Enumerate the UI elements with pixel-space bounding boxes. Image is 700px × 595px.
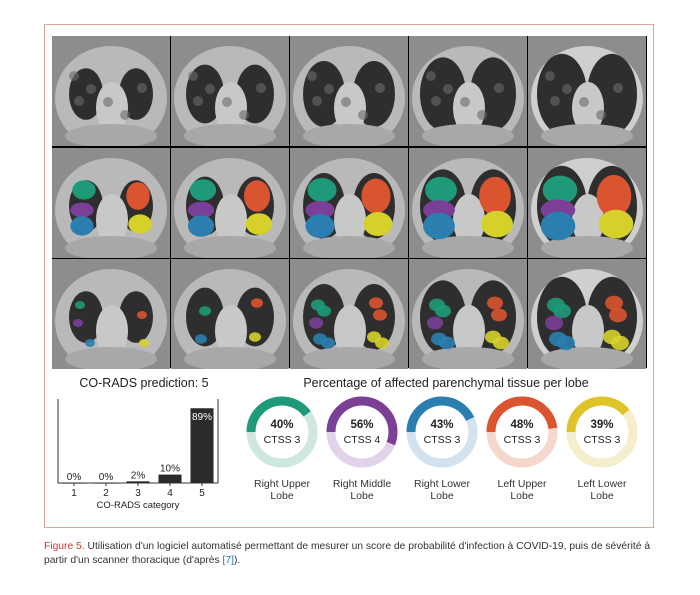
- ct-panel-lobe-segmentation-2: [171, 148, 289, 258]
- caption-reference-link[interactable]: [7]: [222, 555, 234, 566]
- lobe-label-line2: Lobe: [350, 490, 374, 502]
- ct-image: [409, 259, 527, 369]
- donut-ring: [326, 396, 398, 468]
- ct-image: [528, 259, 646, 369]
- lobe-label-line1: Left Upper: [497, 478, 547, 490]
- donut-arc: [246, 396, 318, 468]
- lobe-label-line1: Left Lower: [577, 478, 627, 490]
- ct-panel-affected-tissue-1: [52, 259, 170, 369]
- lobe-label-line2: Lobe: [430, 490, 454, 502]
- donut-ring: [566, 396, 638, 468]
- ct-panel-affected-tissue-4: [409, 259, 527, 369]
- donut-right-lower-lobe: 43% CTSS 3: [404, 394, 480, 470]
- donut-percent: 40%: [270, 419, 294, 431]
- ct-panel-lobe-segmentation-1: [52, 148, 170, 258]
- bar-chart-title: CO-RADS prediction: 5: [79, 376, 209, 390]
- caption-figure-label: Figure 5.: [44, 541, 85, 552]
- ct-panel-original-3: [290, 36, 408, 146]
- lobe-label-line2: Lobe: [270, 490, 294, 502]
- co-rads-bar-chart: 0% 1 0% 2 2% 3 10% 4 89% 5 CO-RADS category: [50, 391, 230, 526]
- lobe-label: Right Middle Lobe: [317, 478, 407, 502]
- ct-panel-original-1: [52, 36, 170, 146]
- ct-panel-lobe-segmentation-3: [290, 148, 408, 258]
- bar-value-label: 2%: [131, 470, 146, 481]
- donut-arc: [406, 396, 478, 468]
- ct-panel-original-2: [171, 36, 289, 146]
- bar-co-rads-5: [190, 408, 214, 483]
- lobe-label-line1: Right Upper: [253, 478, 311, 490]
- x-tick-label: 3: [135, 488, 141, 499]
- donut-arc: [326, 396, 398, 468]
- ct-image: [409, 148, 527, 258]
- lobe-label: Right Lower Lobe: [397, 478, 487, 502]
- caption-text: Utilisation d'un logiciel automatisé per…: [44, 541, 651, 566]
- donut-left-upper-lobe: 48% CTSS 3: [484, 394, 560, 470]
- ct-panel-affected-tissue-5: [528, 259, 646, 369]
- bar-value-label: 10%: [160, 464, 180, 475]
- bar-co-rads-4: [158, 474, 182, 483]
- donut-ctss: CTSS 3: [263, 434, 301, 446]
- co-rads-bar-svg: 0%10%22%310%489%5CO-RADS category: [57, 399, 219, 511]
- donut-arc: [486, 396, 558, 468]
- bar-value-label: 89%: [192, 412, 212, 423]
- x-tick-label: 5: [199, 488, 205, 499]
- donut-ctss: CTSS 4: [343, 434, 381, 446]
- ct-panel-original-5: [528, 36, 646, 146]
- lobe-label-line2: Lobe: [510, 490, 534, 502]
- ct-image: [171, 148, 289, 258]
- lobe-label-line1: Right Middle: [332, 478, 392, 490]
- x-tick-label: 4: [167, 488, 173, 499]
- lobe-label-line1: Right Lower: [413, 478, 471, 490]
- ct-image: [52, 36, 170, 146]
- donut-left-lower-lobe: 39% CTSS 3: [564, 394, 640, 470]
- donut-right-middle-lobe: 56% CTSS 4: [324, 394, 400, 470]
- figure-caption: Figure 5. Utilisation d'un logiciel auto…: [44, 540, 659, 568]
- ct-panel-lobe-segmentation-5: [528, 148, 646, 258]
- donut-ring: [246, 396, 318, 468]
- ct-image: [52, 259, 170, 369]
- ct-panel-lobe-segmentation-4: [409, 148, 527, 258]
- bar-co-rads-3: [126, 481, 150, 483]
- lobe-label: Right Upper Lobe: [237, 478, 327, 502]
- caption-end: ).: [233, 555, 241, 566]
- ct-panel-original-4: [409, 36, 527, 146]
- lobe-label: Left Lower Lobe: [557, 478, 647, 502]
- donut-right-upper-lobe: 40% CTSS 3: [244, 394, 320, 470]
- ct-image: [528, 148, 646, 258]
- ct-panel-affected-tissue-2: [171, 259, 289, 369]
- lobe-percentage-title: Percentage of affected parenchymal tissu…: [303, 376, 589, 390]
- donut-ctss: CTSS 3: [503, 434, 541, 446]
- donut-ring: [486, 396, 558, 468]
- donut-ctss: CTSS 3: [583, 434, 621, 446]
- ct-image: [171, 36, 289, 146]
- lobe-label-line2: Lobe: [590, 490, 614, 502]
- ct-scan-grid: [52, 36, 647, 369]
- ct-image: [290, 148, 408, 258]
- lobe-label: Left Upper Lobe: [477, 478, 567, 502]
- donut-percent: 48%: [510, 419, 534, 431]
- ct-image: [290, 36, 408, 146]
- bar-value-label: 0%: [67, 472, 82, 483]
- ct-image: [171, 259, 289, 369]
- donut-percent: 39%: [590, 419, 614, 431]
- donut-ring: [406, 396, 478, 468]
- donut-arc: [566, 396, 638, 468]
- ct-image: [409, 36, 527, 146]
- ct-panel-affected-tissue-3: [290, 259, 408, 369]
- ct-image: [290, 259, 408, 369]
- x-tick-label: 1: [71, 488, 77, 499]
- x-axis-label: CO-RADS category: [97, 500, 180, 511]
- donut-ctss: CTSS 3: [423, 434, 461, 446]
- donut-percent: 43%: [430, 419, 454, 431]
- bar-value-label: 0%: [99, 472, 114, 483]
- donut-percent: 56%: [350, 419, 374, 431]
- x-tick-label: 2: [103, 488, 109, 499]
- ct-image: [528, 36, 646, 146]
- ct-image: [52, 148, 170, 258]
